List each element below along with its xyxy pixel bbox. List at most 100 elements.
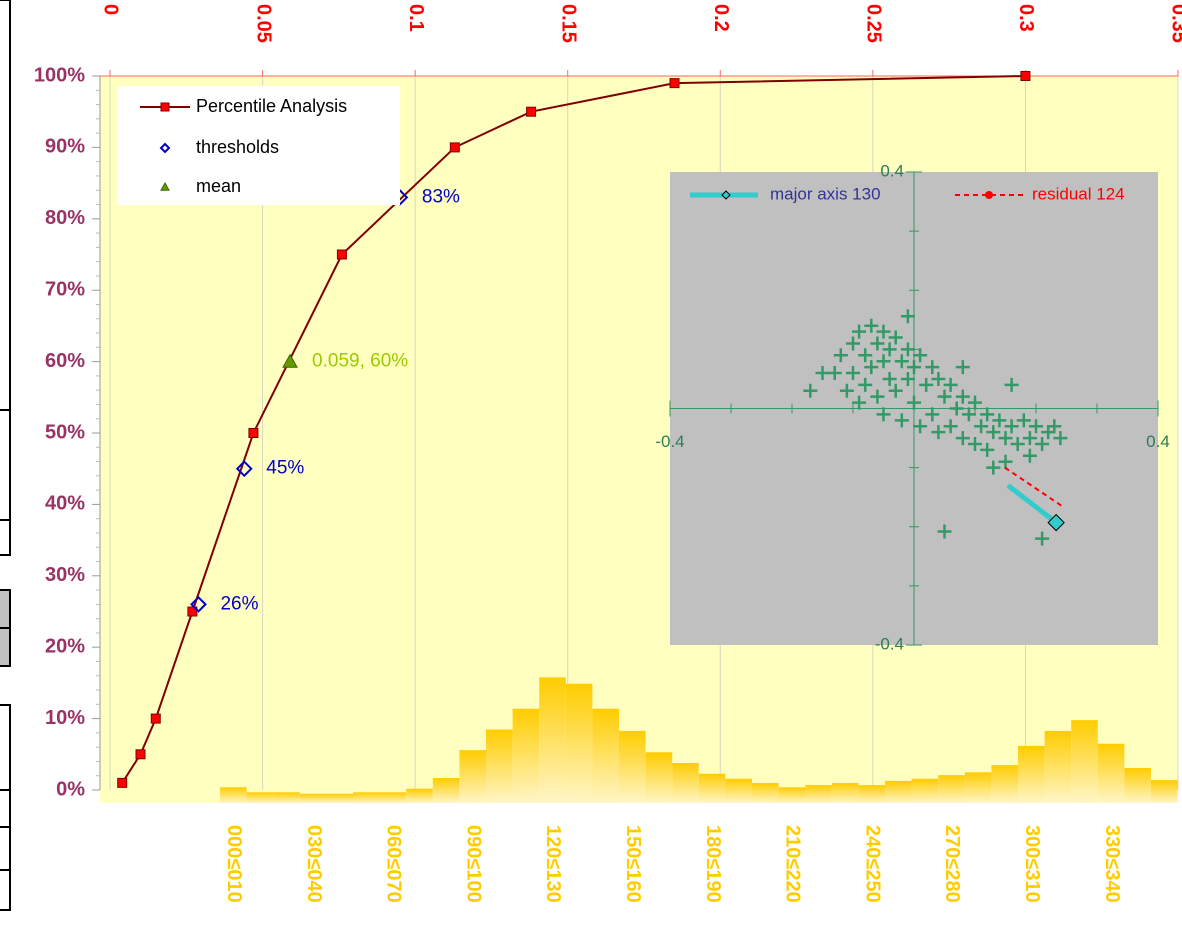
x-category-label: 030≤040 xyxy=(303,825,325,903)
legend-label: major axis 130 xyxy=(770,184,881,203)
x-tick-label: 0.4 xyxy=(1146,432,1170,451)
y-tick-label: 70% xyxy=(45,278,85,300)
scatter-point xyxy=(839,383,854,398)
histogram-bar xyxy=(938,775,965,803)
scatter-point xyxy=(846,366,860,381)
histogram-bar xyxy=(805,785,832,803)
x-category-label: 000≤010 xyxy=(223,825,245,903)
histogram-bar xyxy=(1044,730,1072,803)
scatter-point xyxy=(858,348,873,363)
x-tick-label: 0.35 xyxy=(1168,4,1182,43)
scatter-point xyxy=(907,360,921,375)
scatter-point xyxy=(968,395,982,410)
histogram-bar xyxy=(246,792,274,803)
y-tick-label: 40% xyxy=(45,493,85,515)
marker xyxy=(669,78,680,89)
histogram-bar xyxy=(1097,743,1125,803)
scatter-point xyxy=(998,431,1013,446)
scatter-point xyxy=(949,401,964,416)
histogram-bar xyxy=(486,729,513,803)
marker xyxy=(235,460,253,478)
scatter-point xyxy=(870,389,885,404)
legend-label: mean xyxy=(196,176,241,196)
axis-line xyxy=(1004,466,1064,508)
scatter-point xyxy=(815,366,830,381)
histogram-bar xyxy=(725,778,752,803)
y-tick-label: 30% xyxy=(45,564,85,586)
scatter-point xyxy=(864,360,879,375)
histogram-bar xyxy=(778,787,806,803)
marker xyxy=(1020,71,1031,81)
x-tick-label: 0.15 xyxy=(557,4,579,43)
histogram-bar xyxy=(858,785,885,803)
histogram-bar xyxy=(619,730,646,803)
value-label: 0.059, 60% xyxy=(312,351,408,372)
scatter-point xyxy=(888,330,903,345)
value-label: 83% xyxy=(422,186,460,207)
x-category-label: 060≤070 xyxy=(383,825,405,903)
y-tick-label: 80% xyxy=(45,207,85,229)
scatter-point xyxy=(846,336,860,351)
histogram-bar xyxy=(831,783,859,803)
value-label: 26% xyxy=(220,593,258,614)
scatter-point xyxy=(937,389,952,404)
scatter-point xyxy=(907,395,921,410)
scatter-point xyxy=(852,395,867,410)
y-tick-label: 0.4 xyxy=(880,161,904,180)
marker xyxy=(248,428,259,438)
scatter-point xyxy=(931,425,946,440)
scatter-point xyxy=(955,389,970,404)
histogram-bar xyxy=(432,778,460,803)
y-tick-label: -0.4 xyxy=(875,634,904,653)
side-panels xyxy=(0,0,11,911)
scatter-point xyxy=(992,413,1007,428)
x-category-label: 300≤310 xyxy=(1021,825,1043,903)
scatter-point xyxy=(937,524,952,539)
x-category-label: 120≤130 xyxy=(542,825,564,903)
scatter-point xyxy=(943,377,958,392)
scatter-point xyxy=(1047,419,1062,434)
histogram-bar xyxy=(1151,780,1178,803)
marker xyxy=(117,777,128,788)
scatter-point xyxy=(955,360,970,375)
histogram-bar xyxy=(1018,745,1045,803)
histogram-bar xyxy=(565,683,593,803)
scatter-point xyxy=(919,377,934,392)
histogram-bar xyxy=(645,752,673,803)
histogram-bar xyxy=(459,750,486,803)
histogram-bar xyxy=(512,708,540,803)
scatter-point xyxy=(894,413,909,428)
x-tick-label: 0.3 xyxy=(1015,4,1037,32)
x-category-label: 330≤340 xyxy=(1101,825,1123,903)
scatter-point xyxy=(1022,448,1037,463)
value-label: 45% xyxy=(266,458,304,479)
scatter-point xyxy=(974,419,989,434)
marker xyxy=(282,353,298,368)
histogram-bar xyxy=(752,783,779,803)
scatter-point xyxy=(833,348,848,363)
legend-marker xyxy=(985,191,993,199)
scatter-point xyxy=(980,407,995,422)
histogram-bar xyxy=(379,792,407,803)
legend-label: residual 124 xyxy=(1032,184,1125,203)
scatter-point xyxy=(925,407,940,422)
x-category-label: 090≤100 xyxy=(462,825,484,903)
y-tick-label: 60% xyxy=(45,350,85,372)
legend-marker xyxy=(159,142,171,154)
histogram-bar xyxy=(911,778,939,803)
x-tick-label: 0.2 xyxy=(710,4,732,32)
scatter-point xyxy=(864,318,879,333)
histogram-bar xyxy=(885,780,912,803)
x-tick-label: 0 xyxy=(100,4,122,15)
scatter-point xyxy=(900,371,915,386)
scatter-point xyxy=(925,360,940,375)
x-category-label: 180≤190 xyxy=(702,825,724,903)
histogram-bar xyxy=(1071,720,1098,803)
y-tick-label: 90% xyxy=(45,136,85,158)
y-tick-label: 0% xyxy=(56,778,85,800)
x-category-label: 240≤250 xyxy=(861,825,883,903)
scatter-point xyxy=(955,431,970,446)
y-tick-label: 100% xyxy=(34,64,85,86)
legend-label: thresholds xyxy=(196,137,279,157)
